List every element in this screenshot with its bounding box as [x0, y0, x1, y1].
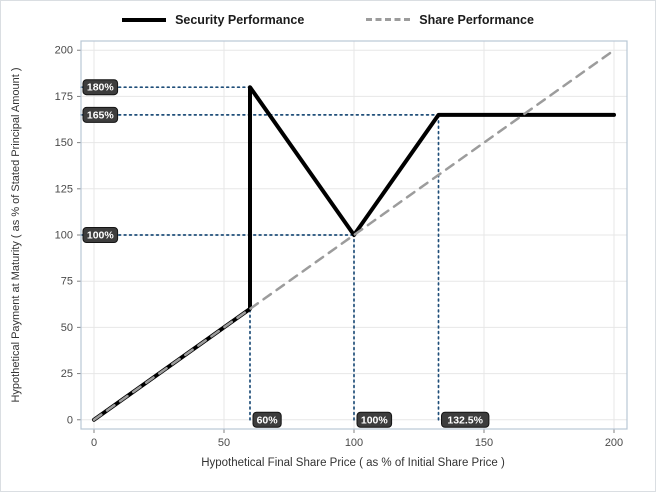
annotation-badge-label: 180% [87, 82, 115, 94]
annotation-badge-label: 100% [361, 414, 389, 426]
y-tick-label: 100 [55, 230, 73, 242]
y-tick-label: 150 [55, 137, 73, 149]
legend-label-share-performance: Share Performance [419, 12, 534, 27]
chart-area: Hypothetical Payment at Maturity ( as % … [1, 31, 655, 463]
annotation-badge [82, 79, 119, 96]
legend-item-security-performance: Security Performance [122, 13, 304, 27]
annotation-badge-label: 60% [257, 414, 279, 426]
annotation-badge [356, 411, 393, 428]
annotation-badge-label: 100% [87, 230, 115, 242]
x-axis-label: Hypothetical Final Share Price ( as % of… [201, 457, 505, 469]
chart-legend: Security Performance Share Performance [1, 1, 655, 31]
annotation-badge-label: 132.5% [447, 414, 483, 426]
solid-line-swatch [122, 17, 167, 22]
x-tick-label: 100 [345, 437, 363, 449]
legend-item-share-performance: Share Performance [366, 13, 534, 27]
x-tick-label: 50 [218, 437, 230, 449]
share-performance-line [92, 48, 616, 422]
chart-svg: 0 50 100 150 200 0 25 50 75 100 125 150 175 200 180% 16… [55, 40, 628, 449]
annotation-badge [82, 227, 119, 243]
y-tick-label: 50 [61, 322, 73, 334]
y-tick-label: 0 [67, 414, 73, 426]
annotation-badge [441, 411, 490, 428]
annotation-badge [252, 411, 282, 428]
y-tick-label: 200 [55, 45, 73, 57]
y-tick-label: 125 [55, 183, 73, 195]
plot-frame [80, 40, 628, 430]
x-tick-label: 150 [475, 437, 493, 449]
y-tick-label: 75 [61, 276, 73, 288]
dashed-line-swatch [366, 18, 411, 21]
y-tick-label: 175 [55, 91, 73, 103]
x-tick-label: 200 [605, 437, 623, 449]
x-tick-label: 0 [91, 437, 97, 449]
legend-label-security-performance: Security Performance [175, 12, 305, 27]
y-axis-label: Hypothetical Payment at Maturity ( as % … [10, 67, 22, 403]
annotation-badge [82, 106, 119, 123]
annotation-badge-label: 165% [87, 109, 115, 121]
y-tick-label: 25 [61, 368, 73, 380]
